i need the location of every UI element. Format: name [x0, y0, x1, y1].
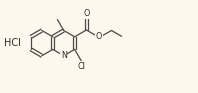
Text: Cl: Cl: [78, 62, 86, 70]
Text: O: O: [83, 9, 90, 18]
Text: HCl: HCl: [4, 38, 21, 48]
Text: O: O: [96, 32, 102, 41]
Text: N: N: [61, 51, 67, 60]
